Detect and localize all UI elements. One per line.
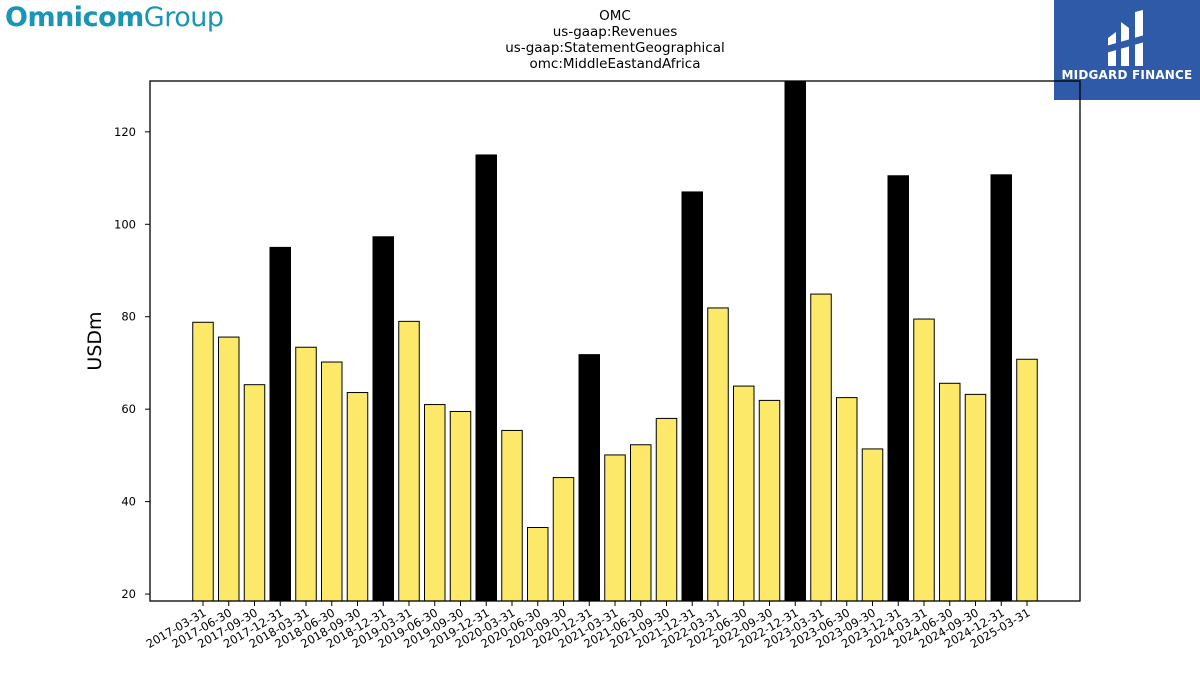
bar	[1016, 358, 1038, 602]
bar	[990, 174, 1012, 602]
midgard-finance-badge: MIDGARD FINANCE	[1054, 0, 1200, 100]
bar	[527, 527, 549, 602]
bar	[424, 404, 446, 602]
bar	[449, 410, 472, 602]
bar	[733, 385, 755, 602]
bar	[604, 454, 626, 602]
bar	[578, 354, 600, 602]
bar	[501, 429, 523, 602]
bar	[758, 399, 781, 602]
bar	[784, 80, 806, 602]
bar	[707, 307, 729, 602]
x-axis: 2017-03-312017-06-302017-09-302017-12-31…	[144, 601, 1033, 651]
y-axis: 20 40 60 80 100 120	[114, 125, 150, 601]
y-tick-label: 100	[114, 217, 136, 231]
bar	[192, 321, 214, 602]
bar	[655, 417, 678, 602]
bar	[372, 236, 394, 602]
chart-title: OMCus-gaap:Revenuesus-gaap:StatementGeog…	[505, 8, 724, 72]
bar	[810, 293, 832, 602]
y-axis-title: USDm	[84, 311, 106, 370]
bar	[887, 175, 909, 602]
bar	[681, 191, 703, 602]
bar	[939, 382, 961, 602]
bars	[192, 80, 1038, 602]
bar	[269, 246, 291, 602]
bar	[861, 448, 884, 602]
bar	[295, 346, 317, 602]
chart-title-line: us-gaap:Revenues	[553, 24, 678, 40]
bar	[218, 336, 240, 602]
chart-title-line: omc:MiddleEastandAfrica	[529, 56, 700, 72]
bar	[321, 361, 343, 602]
badge-text: MIDGARD FINANCE	[1061, 68, 1193, 82]
y-tick-label: 20	[121, 587, 136, 601]
bar	[836, 397, 858, 602]
bar	[398, 320, 420, 602]
bar	[913, 318, 935, 602]
y-tick-label: 40	[121, 495, 136, 509]
bar	[552, 477, 575, 602]
chart-title-line: OMC	[599, 8, 631, 24]
midgard-logo-icon	[1106, 10, 1148, 66]
chart-title-line: us-gaap:StatementGeographical	[505, 40, 724, 56]
company-logo-bold: Omnicom	[5, 2, 144, 33]
company-logo-light: Group	[143, 2, 224, 33]
bar	[475, 154, 497, 602]
bar	[630, 444, 652, 602]
bar	[243, 384, 266, 602]
y-tick-label: 60	[121, 402, 136, 416]
y-tick-label: 120	[114, 125, 136, 139]
company-logo: OmnicomGroup	[5, 2, 224, 33]
bar	[964, 393, 987, 602]
bar	[346, 392, 369, 602]
y-tick-label: 80	[121, 310, 136, 324]
